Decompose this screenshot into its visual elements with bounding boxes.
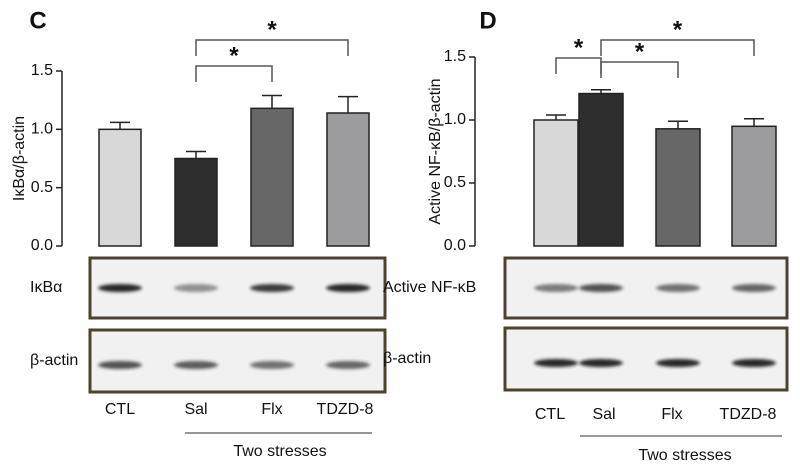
y-tick-label: 0.0: [444, 237, 466, 254]
blot-band: [732, 284, 776, 292]
significance-star: *: [673, 16, 683, 43]
bar: [578, 92, 624, 247]
blot-band: [250, 284, 294, 292]
y-tick-label: 1.5: [31, 62, 53, 79]
blot-band: [326, 284, 370, 292]
significance-bracket: [195, 65, 273, 82]
significance-star: *: [267, 16, 277, 43]
y-tick-label: 0.5: [444, 174, 466, 191]
blot-label: IκBα: [30, 279, 62, 296]
blot-band: [98, 284, 142, 292]
bar: [326, 112, 370, 247]
blot-label: Active NF-κB: [383, 279, 476, 296]
x-tick-label: Sal: [184, 401, 207, 418]
blot-band: [656, 284, 700, 292]
x-tick-label: Flx: [661, 406, 682, 423]
y-tick-label: 0.5: [31, 179, 53, 196]
y-tick-label: 0.0: [31, 237, 53, 254]
y-axis-label: Active NF-κB/β-actin: [427, 78, 444, 224]
blot-band: [579, 284, 623, 292]
blot-band: [732, 359, 776, 367]
blot-band: [326, 361, 370, 369]
x-tick-label: TDZD-8: [720, 406, 777, 423]
significance-bracket: [600, 39, 755, 56]
y-tick-label: 1.5: [444, 48, 466, 65]
y-tick-label: 1.0: [31, 121, 53, 138]
bar: [533, 119, 579, 247]
blot-band: [656, 359, 700, 367]
blot-band: [534, 284, 578, 292]
significance-star: *: [574, 34, 584, 61]
x-tick-label: CTL: [105, 401, 135, 418]
x-tick-label: TDZD-8: [317, 401, 374, 418]
significance-bracket: [195, 39, 349, 56]
bar: [98, 128, 142, 247]
bar: [731, 125, 777, 247]
significance-star: *: [229, 42, 239, 69]
x-tick-label: Flx: [261, 401, 282, 418]
x-tick-label: CTL: [535, 406, 565, 423]
significance-star: *: [635, 38, 645, 65]
blot-frame: [88, 328, 387, 394]
group-label: Two stresses: [638, 447, 731, 464]
blot-band: [579, 359, 623, 367]
panel-letter: C: [29, 7, 46, 34]
blot-frame: [503, 326, 789, 392]
blot-band: [98, 361, 142, 369]
bar: [250, 107, 294, 247]
significance-bracket: [600, 61, 679, 78]
group-label: Two stresses: [233, 443, 326, 460]
y-tick-label: 1.0: [444, 111, 466, 128]
bar: [174, 157, 218, 247]
bar: [655, 128, 701, 247]
blot-band: [534, 359, 578, 367]
blot-band: [250, 361, 294, 369]
blot-band: [174, 284, 218, 292]
x-tick-label: Sal: [592, 406, 615, 423]
y-axis-label: IκBα/β-actin: [11, 116, 28, 201]
panel-letter: D: [479, 7, 496, 34]
blot-band: [174, 361, 218, 369]
blot-label: β-actin: [383, 350, 431, 367]
blot-label: β-actin: [30, 352, 78, 369]
